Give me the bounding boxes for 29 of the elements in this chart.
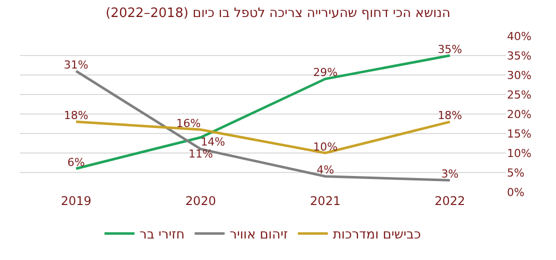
y-tick-label: 0% <box>507 186 524 199</box>
data-label: 35% <box>438 42 462 56</box>
y-tick-label: 5% <box>507 166 524 180</box>
legend-label: חזירי בר <box>140 228 185 243</box>
x-tick-label: 2019 <box>60 194 92 208</box>
data-label: 3% <box>441 168 459 181</box>
y-tick-label: 40% <box>507 30 532 43</box>
legend-label: כבישים ומדרכות <box>332 228 421 243</box>
data-label: 10% <box>313 140 338 154</box>
y-tick-label: 35% <box>507 49 532 62</box>
data-label: 18% <box>64 109 88 122</box>
data-label: 14% <box>200 136 226 149</box>
data-label: 4% <box>316 164 334 177</box>
data-label: 16% <box>176 116 201 130</box>
x-tick-label: 2021 <box>310 194 341 208</box>
data-label: 11% <box>188 147 213 160</box>
y-tick-label: 30% <box>507 68 532 82</box>
chart-title: הנושא הכי דחוף שהעירייה צריכה לטפל בו כיום (2018–2022) <box>106 6 450 21</box>
data-label: 29% <box>313 66 338 80</box>
legend-label: זיהום אוויר <box>230 228 288 243</box>
x-tick-label: 2022 <box>434 194 466 208</box>
y-tick-label: 25% <box>507 88 532 102</box>
data-label: 31% <box>64 58 88 72</box>
y-tick-label: 15% <box>507 127 532 140</box>
x-tick-label: 2020 <box>185 194 216 208</box>
y-tick-label: 10% <box>507 146 532 160</box>
data-label: 18% <box>438 109 462 122</box>
y-tick-label: 20% <box>507 108 532 121</box>
data-label: 6% <box>67 156 85 169</box>
